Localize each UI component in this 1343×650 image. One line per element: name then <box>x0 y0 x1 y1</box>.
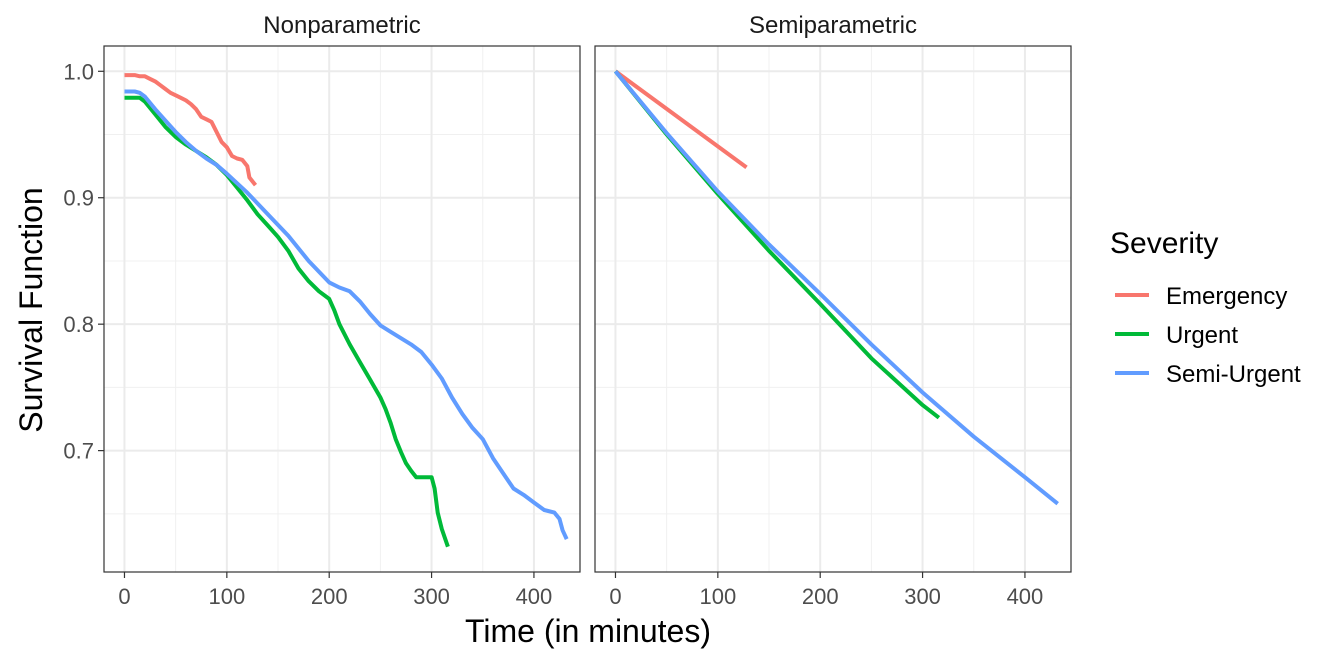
panel-border <box>103 45 581 573</box>
x-tick-label: 400 <box>1007 584 1044 609</box>
panels-layer: Nonparametric Semiparametric <box>103 12 1072 573</box>
x-tick-label: 200 <box>311 584 348 609</box>
panel-0: Nonparametric <box>103 12 581 573</box>
panel-title: Semiparametric <box>749 12 917 39</box>
panel-title: Nonparametric <box>263 12 420 39</box>
y-tick-label: 0.8 <box>63 312 94 337</box>
y-tick-label: 0.7 <box>63 439 94 464</box>
panel-border <box>594 45 1072 573</box>
x-tick-label: 0 <box>609 584 621 609</box>
legend-item: Urgent <box>1115 322 1238 349</box>
panel-1: Semiparametric <box>594 12 1072 573</box>
y-axis-title: Survival Function <box>13 187 49 432</box>
series-line-semi-urgent <box>613 70 1059 506</box>
x-tick-label: 200 <box>802 584 839 609</box>
x-tick-label: 100 <box>699 584 736 609</box>
x-tick-label: 300 <box>413 584 450 609</box>
legend-item: Semi-Urgent <box>1115 361 1301 388</box>
x-axis-title: Time (in minutes) <box>465 613 711 649</box>
series-line-emergency <box>124 73 258 187</box>
y-tick-label: 0.9 <box>63 186 94 211</box>
series-line-semi-urgent <box>124 89 569 540</box>
x-tick-label: 100 <box>208 584 245 609</box>
legend-items: Emergency Urgent Semi-Urgent <box>1115 283 1301 388</box>
legend: Severity Emergency Urgent Semi-Urgent <box>1110 227 1301 388</box>
axes-layer: 0 100 200 300 400 0.7 0.8 0.9 1.0 0 100 200 300 400 <box>63 59 1043 609</box>
legend-item: Emergency <box>1115 283 1287 310</box>
y-tick-label: 1.0 <box>63 59 94 84</box>
legend-label: Semi-Urgent <box>1166 361 1301 388</box>
x-tick-label: 300 <box>904 584 941 609</box>
panel-background <box>104 46 580 572</box>
series-line-emergency <box>614 69 748 170</box>
series-line-urgent <box>124 95 450 548</box>
legend-title: Severity <box>1110 227 1218 260</box>
x-tick-label: 0 <box>118 584 130 609</box>
legend-label: Emergency <box>1166 283 1287 310</box>
x-tick-label: 400 <box>516 584 553 609</box>
legend-label: Urgent <box>1166 322 1238 349</box>
